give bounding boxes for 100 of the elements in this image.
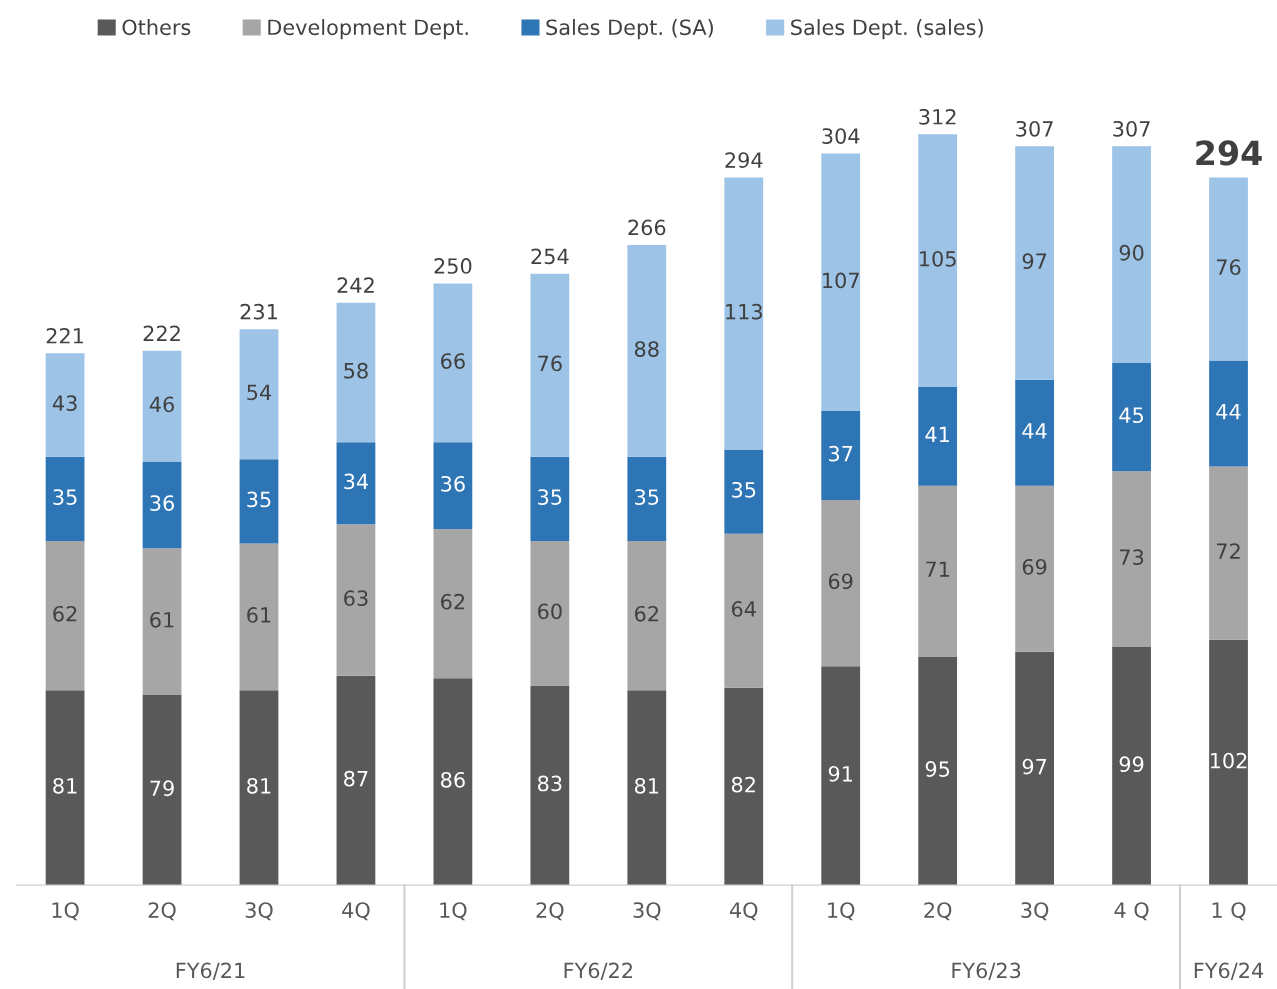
data-label: 35 bbox=[538, 489, 562, 505]
bar bbox=[530, 273, 570, 457]
text: FY6/24 bbox=[1194, 962, 1264, 980]
total-label: 222 bbox=[143, 325, 180, 341]
bar bbox=[724, 177, 764, 450]
data-label: 79 bbox=[150, 780, 174, 797]
x-tick-label: 1Q bbox=[828, 902, 855, 921]
data-label: 97 bbox=[1022, 253, 1047, 270]
data-label: 113 bbox=[726, 303, 762, 320]
text: FY6/23 bbox=[952, 962, 1021, 980]
data-label: 105 bbox=[920, 250, 956, 267]
bar bbox=[336, 442, 376, 525]
data-label: 81 bbox=[53, 777, 77, 794]
data-label: 35 bbox=[732, 481, 756, 498]
bar bbox=[1112, 471, 1151, 647]
bar bbox=[45, 540, 85, 691]
bar bbox=[1112, 646, 1151, 886]
bar bbox=[724, 687, 764, 886]
data-label: 107 bbox=[823, 272, 859, 289]
data-label: 72 bbox=[1216, 543, 1240, 559]
x-tick-label: 3Q bbox=[245, 902, 273, 921]
data-label: 95 bbox=[925, 761, 950, 777]
bar bbox=[918, 656, 958, 886]
text: FY6/21 bbox=[176, 962, 245, 980]
bar bbox=[724, 449, 764, 534]
data-label: 62 bbox=[441, 593, 465, 610]
data-label: 69 bbox=[828, 573, 853, 590]
total-label: 304 bbox=[822, 128, 860, 144]
bar bbox=[45, 690, 85, 886]
bar bbox=[724, 533, 764, 688]
bar bbox=[336, 524, 376, 676]
bar bbox=[821, 666, 861, 886]
data-label: 81 bbox=[247, 777, 271, 794]
data-label: 83 bbox=[538, 775, 562, 792]
data-label: 41 bbox=[925, 426, 949, 443]
bar bbox=[1015, 146, 1055, 380]
legend-label: Development Dept. bbox=[268, 19, 468, 40]
bar bbox=[821, 153, 861, 412]
total-label: 266 bbox=[628, 219, 666, 236]
total-label: 254 bbox=[531, 248, 569, 265]
bar bbox=[1015, 379, 1055, 486]
bar bbox=[530, 456, 570, 541]
data-label: 87 bbox=[344, 770, 368, 787]
data-label: 81 bbox=[634, 777, 659, 794]
data-label: 86 bbox=[441, 771, 465, 788]
bar bbox=[1209, 466, 1248, 640]
legend-label: Others bbox=[122, 19, 191, 36]
data-label: 61 bbox=[247, 607, 271, 623]
total-label: 250 bbox=[434, 258, 472, 274]
legend-label: Sales Dept. (SA) bbox=[546, 19, 713, 40]
data-label: 66 bbox=[441, 353, 465, 369]
data-label: 34 bbox=[344, 473, 369, 490]
bar bbox=[821, 500, 861, 667]
bar bbox=[1209, 177, 1248, 361]
bar bbox=[239, 543, 279, 691]
data-label: 37 bbox=[829, 445, 853, 462]
bar bbox=[142, 461, 182, 549]
data-label: 102 bbox=[1210, 752, 1247, 769]
total-label: 294 bbox=[1196, 140, 1262, 166]
bar bbox=[336, 675, 376, 886]
text: FY6/22 bbox=[564, 962, 632, 980]
bar bbox=[1209, 360, 1248, 467]
x-tick-label: 2Q bbox=[148, 902, 176, 921]
bar bbox=[142, 548, 182, 696]
data-label: 43 bbox=[52, 395, 77, 412]
bar bbox=[1015, 651, 1055, 886]
total-label: 307 bbox=[1016, 120, 1053, 137]
data-label: 76 bbox=[538, 355, 562, 372]
bar bbox=[1209, 639, 1248, 886]
data-label: 46 bbox=[149, 396, 174, 413]
bar bbox=[821, 411, 861, 501]
x-tick-label: 4Q bbox=[729, 902, 758, 921]
data-label: 54 bbox=[247, 384, 272, 401]
legend-label: Sales Dept. (sales) bbox=[791, 19, 983, 40]
data-label: 62 bbox=[53, 605, 77, 622]
total-label: 231 bbox=[240, 303, 277, 320]
bar bbox=[433, 283, 473, 443]
bar bbox=[530, 685, 570, 886]
bar bbox=[627, 456, 667, 541]
data-label: 64 bbox=[731, 601, 756, 617]
bar bbox=[239, 329, 279, 460]
bar bbox=[433, 528, 473, 679]
x-tick-label: 3Q bbox=[633, 902, 661, 921]
data-label: 44 bbox=[1022, 423, 1047, 439]
bar bbox=[627, 244, 667, 457]
data-label: 36 bbox=[150, 495, 174, 511]
data-label: 58 bbox=[344, 362, 368, 379]
x-tick-label: 1 Q bbox=[1212, 902, 1246, 921]
data-label: 69 bbox=[1022, 558, 1047, 575]
x-tick-label: 2Q bbox=[924, 902, 952, 921]
data-label: 91 bbox=[828, 765, 853, 782]
bar bbox=[1112, 362, 1151, 472]
bar bbox=[45, 353, 85, 457]
data-label: 62 bbox=[635, 605, 658, 622]
data-label: 97 bbox=[1022, 758, 1047, 775]
bar bbox=[142, 350, 182, 462]
total-label: 242 bbox=[337, 277, 374, 293]
bar bbox=[336, 302, 376, 443]
total-label: 312 bbox=[919, 108, 956, 125]
total-label: 294 bbox=[725, 152, 763, 168]
